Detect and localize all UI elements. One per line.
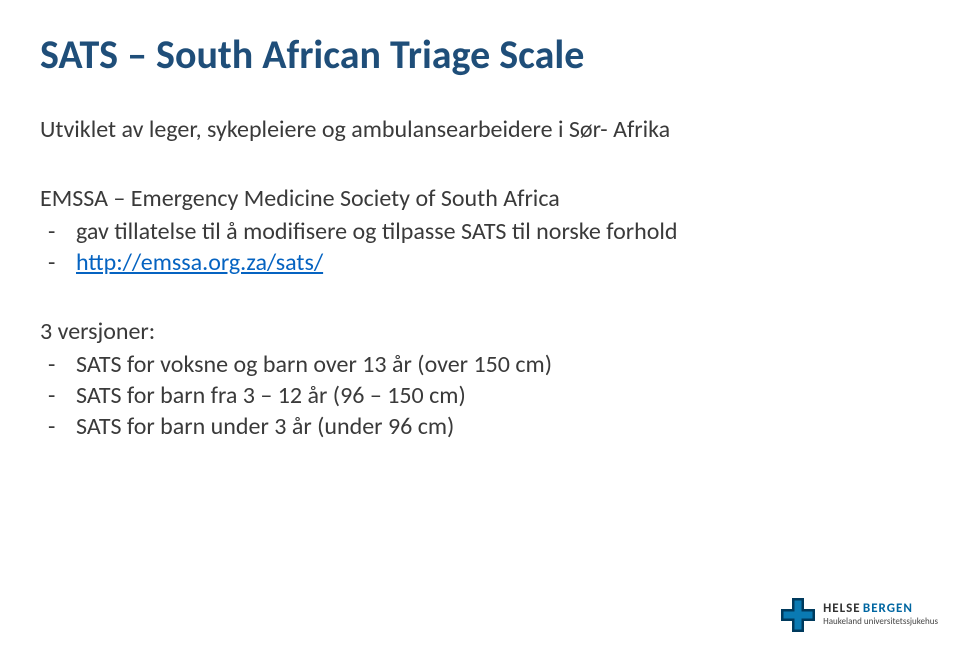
bullet-text: SATS for barn under 3 år (under 96 cm) bbox=[76, 412, 920, 441]
list-item: - gav tillatelse til å modifisere og til… bbox=[40, 217, 920, 246]
logo-brand-helse: HELSE bbox=[823, 601, 861, 616]
list-item: - SATS for barn fra 3 – 12 år (96 – 150 … bbox=[40, 381, 920, 410]
bullet-dash-icon: - bbox=[48, 248, 76, 277]
section1-header: EMSSA – Emergency Medicine Society of So… bbox=[40, 184, 920, 213]
bullet-text: gav tillatelse til å modifisere og tilpa… bbox=[76, 217, 920, 246]
emssa-link[interactable]: http://emssa.org.za/sats/ bbox=[76, 248, 920, 277]
bullet-text: SATS for barn fra 3 – 12 år (96 – 150 cm… bbox=[76, 381, 920, 410]
logo-brand-bergen: BERGEN bbox=[863, 601, 913, 616]
list-item: - SATS for barn under 3 år (under 96 cm) bbox=[40, 412, 920, 441]
list-item: - SATS for voksne og barn over 13 år (ov… bbox=[40, 350, 920, 379]
page-title: SATS – South African Triage Scale bbox=[40, 30, 920, 79]
bullet-dash-icon: - bbox=[48, 350, 76, 379]
intro-text: Utviklet av leger, sykepleiere og ambula… bbox=[40, 115, 920, 144]
section-emssa: EMSSA – Emergency Medicine Society of So… bbox=[40, 184, 920, 277]
bullet-dash-icon: - bbox=[48, 217, 76, 246]
logo-text-block: HELSE BERGEN Haukeland universitetssjuke… bbox=[823, 602, 938, 627]
footer-logo: HELSE BERGEN Haukeland universitetssjuke… bbox=[781, 598, 938, 632]
bullet-dash-icon: - bbox=[48, 412, 76, 441]
logo-subtitle: Haukeland universitetssjukehus bbox=[823, 617, 938, 627]
bullet-dash-icon: - bbox=[48, 381, 76, 410]
bullet-text: SATS for voksne og barn over 13 år (over… bbox=[76, 350, 920, 379]
helse-cross-icon bbox=[781, 598, 815, 632]
list-item: - http://emssa.org.za/sats/ bbox=[40, 248, 920, 277]
section-versions: 3 versjoner: - SATS for voksne og barn o… bbox=[40, 317, 920, 441]
section2-header: 3 versjoner: bbox=[40, 317, 920, 346]
